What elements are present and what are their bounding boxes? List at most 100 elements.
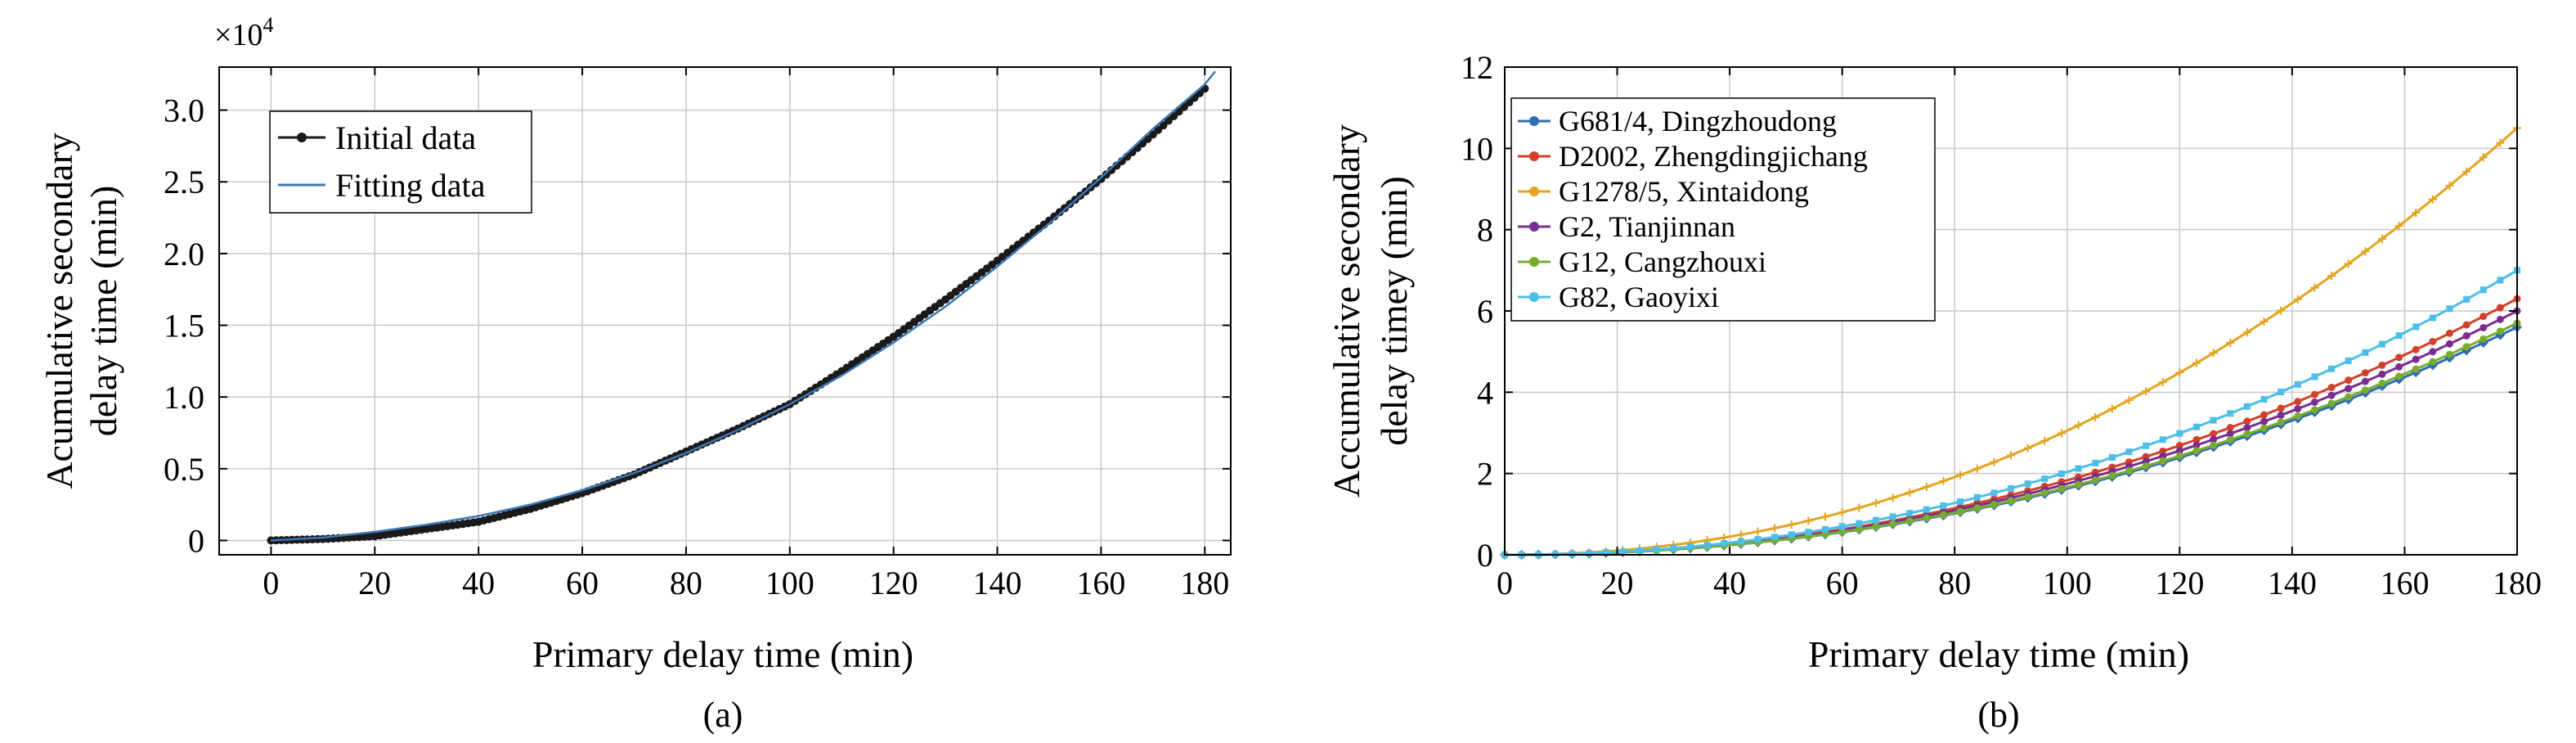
data-point-5 xyxy=(2480,286,2487,294)
data-point-2 xyxy=(1888,493,1897,502)
data-point-3 xyxy=(2226,430,2234,438)
y-tick-label: 1.0 xyxy=(164,379,204,416)
y-tick-label: 3.0 xyxy=(164,92,204,129)
data-point-5 xyxy=(1721,539,1728,547)
data-point-1 xyxy=(2429,337,2437,345)
data-point-5 xyxy=(1872,516,1879,524)
data-point-4 xyxy=(1923,514,1931,522)
data-point-5 xyxy=(1586,550,1593,557)
data-point-4 xyxy=(1855,525,1863,534)
data-point-4 xyxy=(2361,386,2369,394)
panel-a-axes-frame xyxy=(218,66,1232,556)
data-point-2 xyxy=(1736,530,1745,539)
data-point-4 xyxy=(2108,471,2116,480)
data-point-4 xyxy=(1973,504,1981,512)
data-point-4 xyxy=(2395,372,2403,381)
data-point-2 xyxy=(2445,181,2454,190)
data-point-2 xyxy=(2377,234,2386,243)
data-point-4 xyxy=(2445,350,2453,358)
data-point-5 xyxy=(2497,277,2504,284)
data-point-2 xyxy=(2293,295,2302,304)
data-point-2 xyxy=(2107,404,2116,413)
panel-b-ticks: 0 20 40 60 80 100 120 140 160 180 0 2 4 6 8 10 12 xyxy=(1461,49,2542,601)
series-line-4 xyxy=(1504,322,2518,556)
data-point-2 xyxy=(1905,488,1914,497)
x-tick-label: 140 xyxy=(2268,565,2317,601)
data-point-3 xyxy=(2327,391,2336,399)
data-point-5 xyxy=(2362,349,2369,356)
x-tick-label: 40 xyxy=(1713,565,1746,601)
data-point-5 xyxy=(2446,305,2453,313)
data-point-2 xyxy=(2327,272,2336,281)
data-point-3 xyxy=(2294,405,2302,413)
data-point-2 xyxy=(2462,167,2471,176)
data-point-5 xyxy=(1822,525,1829,533)
data-point-2 xyxy=(2361,247,2370,256)
data-point-4 xyxy=(2277,418,2285,426)
data-point-5 xyxy=(1619,548,1627,556)
data-point-1 xyxy=(2395,353,2403,362)
data-point-3 xyxy=(2260,417,2268,426)
legend-label-5: G82, Gaoyixi xyxy=(1559,281,1719,313)
y-tick-label: 2.5 xyxy=(164,164,204,200)
legend-label-4: G12, Cangzhouxi xyxy=(1559,245,1766,278)
data-point-2 xyxy=(2242,328,2251,337)
data-point-1 xyxy=(2192,435,2201,444)
data-point-4 xyxy=(1872,523,1880,531)
data-point-1 xyxy=(2294,398,2302,406)
data-point-3 xyxy=(2378,370,2386,378)
data-point-5 xyxy=(1737,538,1744,545)
data-point-3 xyxy=(2412,355,2420,363)
data-point-5 xyxy=(2412,323,2420,331)
data-point-1 xyxy=(2210,430,2218,438)
data-point-5 xyxy=(2395,332,2403,340)
y-tick-label: 0.5 xyxy=(164,451,204,488)
data-point-1 xyxy=(2277,404,2285,412)
y-tick-label: 2 xyxy=(1477,456,1493,493)
x-tick-label: 120 xyxy=(869,565,918,601)
data-point-1 xyxy=(2412,345,2420,353)
data-point-1 xyxy=(2462,321,2471,329)
data-point-5 xyxy=(1940,502,1947,509)
data-point-4 xyxy=(2075,480,2083,489)
panel-a-y-multiplier: ×104 xyxy=(214,13,273,52)
data-point-4 xyxy=(2412,365,2420,373)
data-point-4 xyxy=(2175,452,2183,460)
data-point-1 xyxy=(2243,417,2251,426)
data-point-2 xyxy=(1871,498,1880,507)
data-point-4 xyxy=(1939,511,1947,519)
data-point-5 xyxy=(1856,520,1863,527)
x-tick-label: 80 xyxy=(670,565,702,601)
data-point-3 xyxy=(2175,447,2183,455)
data-point-3 xyxy=(2445,340,2453,348)
data-point-4 xyxy=(2243,430,2251,438)
data-point-4 xyxy=(2142,462,2150,471)
legend-marker-4 xyxy=(1529,257,1539,267)
x-tick-label: 120 xyxy=(2155,565,2204,601)
data-point-4 xyxy=(2496,327,2504,335)
data-point-4 xyxy=(2024,493,2032,501)
data-point-2 xyxy=(2192,358,2201,367)
x-tick-label: 60 xyxy=(566,565,599,601)
data-point-1 xyxy=(2327,383,2336,391)
data-point-5 xyxy=(1703,542,1711,549)
data-point-3 xyxy=(2496,315,2504,323)
panel-b: 0 20 40 60 80 100 120 140 160 180 0 2 4 6 8 10 12 Accumu… xyxy=(1326,49,2542,735)
data-point-2 xyxy=(1990,457,1999,466)
data-point-3 xyxy=(2395,362,2403,371)
data-point-1 xyxy=(2361,369,2369,377)
panel-a-legend: Initial data Fitting data xyxy=(269,110,532,214)
data-point-5 xyxy=(1889,513,1896,520)
data-point-5 xyxy=(2159,436,2166,444)
data-point-2 xyxy=(2209,349,2218,358)
series-line-0 xyxy=(1504,326,2518,556)
data-point-4 xyxy=(2058,484,2066,493)
data-point-2 xyxy=(1922,483,1931,492)
legend-label-1: D2002, Zhengdingjichang xyxy=(1559,140,1868,173)
data-point-5 xyxy=(2143,442,2150,449)
x-tick-label: 160 xyxy=(1076,565,1125,601)
data-point-5 xyxy=(1686,543,1694,551)
data-point-2 xyxy=(2142,387,2151,396)
data-point-2 xyxy=(2260,317,2269,326)
